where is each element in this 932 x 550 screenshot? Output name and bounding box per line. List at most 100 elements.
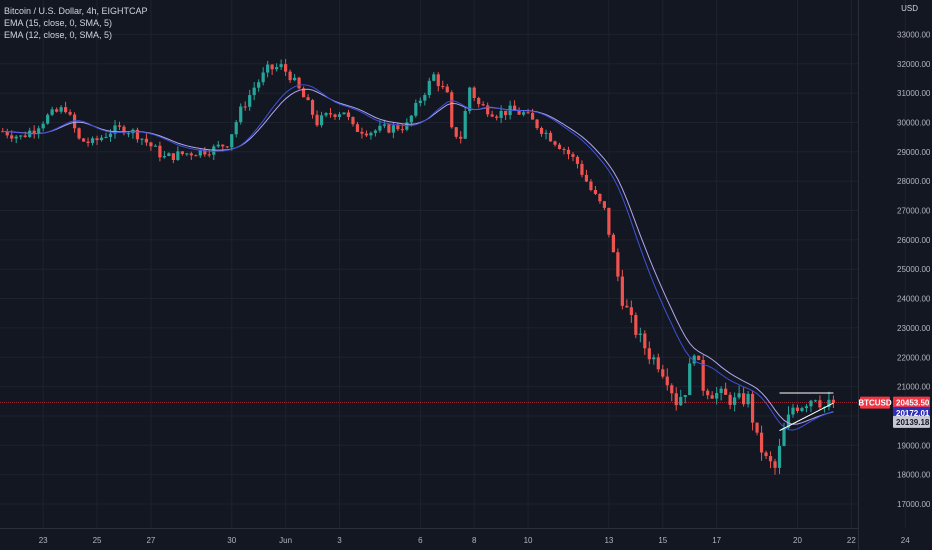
candle-body [620, 276, 624, 306]
candle-body [737, 393, 741, 398]
time-tick-label: 27 [146, 536, 155, 545]
price-tick-label: 32000.00 [897, 60, 931, 69]
trend-lines[interactable] [779, 392, 834, 432]
candle-body [683, 395, 687, 397]
candle-body [351, 117, 355, 125]
ema12-legend[interactable]: EMA (12, close, 0, SMA, 5) [4, 30, 113, 40]
candle-body [144, 138, 149, 143]
price-tick-label: 31000.00 [897, 89, 931, 98]
candle-body [50, 109, 54, 115]
price-tick-label: 23000.00 [897, 324, 931, 333]
candle-body [297, 77, 301, 89]
time-tick-label: 3 [337, 536, 342, 545]
ema15-line [2, 88, 834, 425]
price-tick-label: 18000.00 [897, 471, 931, 480]
symbol-tag-bg [860, 396, 890, 409]
candle-body [369, 132, 373, 136]
candle-body [113, 125, 117, 134]
candle-body [526, 112, 530, 114]
candle-body [306, 97, 310, 101]
candle-body [436, 74, 440, 87]
candle-body [248, 95, 252, 107]
candle-body [706, 390, 710, 396]
price-tick-label: 19000.00 [897, 441, 931, 450]
price-axis[interactable]: 17000.00 18000.00 19000.00 21000.00 22000.00… [858, 0, 931, 550]
candle-body [553, 141, 557, 145]
candle-body [755, 422, 759, 433]
candle-body [504, 110, 508, 116]
price-tick-label: 29000.00 [897, 148, 931, 157]
symbol-title[interactable]: Bitcoin / U.S. Dollar, 4h, EIGHTCAP [4, 6, 148, 16]
currency-label[interactable]: USD [901, 4, 918, 13]
candle-body [149, 142, 153, 147]
candle-body [279, 64, 283, 68]
chart-grid [0, 0, 906, 528]
candle-body [342, 112, 346, 115]
candle-body [261, 72, 265, 83]
candle-body [688, 363, 692, 396]
time-axis[interactable]: 23 25 27 30 Jun 3 6 8 10 13 15 17 20 22 24 [0, 528, 910, 546]
candle-body [400, 129, 404, 131]
candle-body [827, 399, 831, 407]
candle-body [786, 414, 791, 428]
candle-body [324, 113, 328, 116]
candle-body [46, 114, 50, 124]
time-tick-label: Jun [279, 536, 292, 545]
candle-body [495, 116, 499, 118]
candle-body [284, 64, 288, 72]
candle-body [813, 400, 818, 402]
candle-body [396, 125, 400, 130]
price-tick-label: 22000.00 [897, 353, 931, 362]
candle-body [64, 107, 68, 113]
candle-body [777, 445, 782, 468]
ema15-legend[interactable]: EMA (15, close, 0, SMA, 5) [4, 18, 113, 28]
candle-body [728, 394, 732, 405]
candle-body [319, 115, 324, 126]
candle-body [266, 64, 270, 73]
price-tick-label: 26000.00 [897, 236, 931, 245]
price-tick-label: 27000.00 [897, 207, 931, 216]
candle-body [239, 106, 243, 123]
candle-body [216, 144, 220, 147]
ema12-line [2, 84, 834, 431]
candle-body [499, 110, 503, 118]
candle-body [513, 105, 517, 111]
candle-body [741, 393, 746, 405]
candle-body [122, 126, 126, 134]
candle-body [198, 149, 202, 156]
time-tick-label: 15 [658, 536, 667, 545]
candle-body [14, 136, 18, 139]
candle-body [162, 156, 166, 158]
candle-body [275, 67, 279, 70]
candle-body [521, 112, 526, 115]
candle-body [19, 135, 23, 137]
time-tick-label: 30 [227, 536, 236, 545]
candle-body [55, 109, 59, 112]
candle-body [764, 452, 768, 457]
candle-body [575, 156, 580, 164]
candle-body [593, 189, 598, 194]
candle-body [23, 135, 27, 137]
candle-body [733, 397, 737, 405]
candle-body [643, 333, 647, 349]
candle-body [468, 87, 472, 111]
candle-body [158, 145, 162, 158]
candle-body [692, 355, 696, 364]
candle-body [135, 129, 140, 140]
candle-body [346, 112, 351, 118]
candle-body [310, 100, 315, 115]
candle-body [759, 432, 764, 453]
candle-body [795, 407, 800, 411]
price-tick-label: 33000.00 [897, 30, 931, 39]
time-tick-label: 24 [901, 536, 910, 545]
candle-body [530, 112, 535, 120]
candle-body [427, 80, 431, 96]
candle-body [809, 400, 813, 407]
candle-body [315, 114, 319, 126]
candle-body [602, 201, 607, 208]
candle-body [463, 110, 467, 139]
candle-body [225, 146, 229, 148]
candle-body [176, 151, 180, 161]
candle-body [490, 114, 494, 117]
